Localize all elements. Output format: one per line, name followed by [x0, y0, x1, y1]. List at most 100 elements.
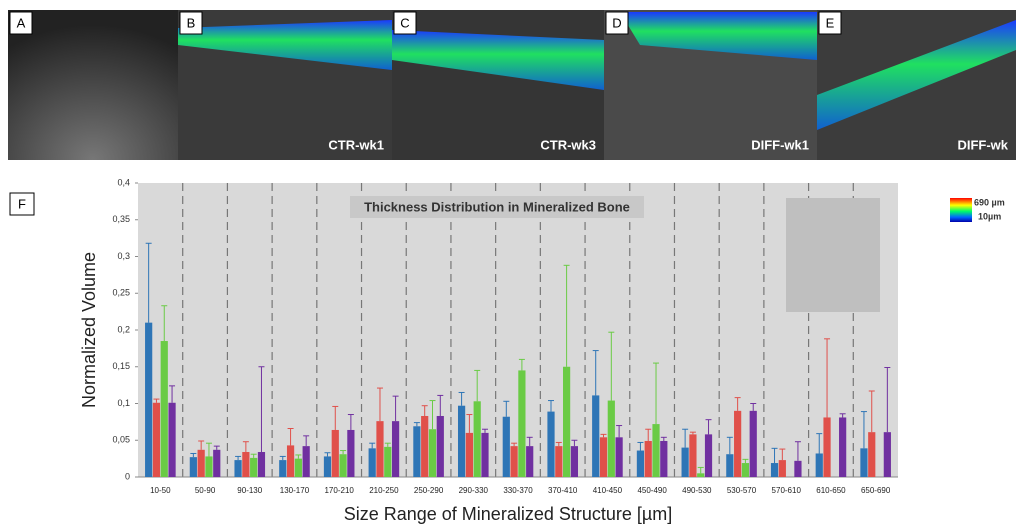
- bar: [571, 446, 578, 477]
- colorbar: [950, 198, 972, 222]
- bar: [660, 441, 667, 477]
- bar: [771, 463, 778, 477]
- x-tick-label: 450-490: [637, 486, 667, 495]
- bar: [652, 424, 659, 477]
- bar: [145, 323, 152, 477]
- y-tick-label: 0,2: [117, 324, 130, 334]
- y-tick-label: 0,35: [112, 214, 130, 224]
- bar: [437, 416, 444, 477]
- x-axis-label: Size Range of Mineralized Structure [µm]: [344, 504, 673, 524]
- plot-area: [138, 183, 898, 477]
- legend-box: [786, 198, 880, 312]
- x-tick-label: 410-450: [593, 486, 623, 495]
- x-tick-label: 490-530: [682, 486, 712, 495]
- bar: [503, 417, 510, 477]
- x-tick-label: 610-650: [816, 486, 846, 495]
- bar: [794, 461, 801, 477]
- panel-image: [8, 10, 178, 160]
- bar: [645, 441, 652, 477]
- bar: [413, 426, 420, 477]
- x-tick-label: 290-330: [459, 486, 489, 495]
- bar: [816, 453, 823, 477]
- bar: [421, 416, 428, 477]
- bar: [779, 460, 786, 477]
- bar: [839, 417, 846, 477]
- bar: [234, 460, 241, 477]
- bar: [726, 454, 733, 477]
- bar: [750, 411, 757, 477]
- bar: [392, 421, 399, 477]
- x-tick-label: 50-90: [195, 486, 216, 495]
- y-tick-label: 0,15: [112, 361, 130, 371]
- bar: [295, 459, 302, 477]
- panel-caption: DIFF-wk: [957, 137, 1008, 152]
- bar: [458, 406, 465, 477]
- bar: [332, 430, 339, 477]
- x-tick-label: 10-50: [150, 486, 171, 495]
- chart-title: Thickness Distribution in Mineralized Bo…: [364, 199, 630, 214]
- x-tick-label: 530-570: [727, 486, 757, 495]
- x-tick-label: 570-610: [772, 486, 802, 495]
- x-tick-label: 130-170: [280, 486, 310, 495]
- bar: [287, 445, 294, 477]
- y-tick-label: 0,05: [112, 435, 130, 445]
- bar: [242, 452, 249, 477]
- figure: A B CTR-wk1 C CTR-wk3 D DIFF-wk1 E DIFF-wk 0 0,05…: [0, 0, 1016, 528]
- bar: [153, 403, 160, 477]
- bar: [526, 446, 533, 477]
- bar: [429, 429, 436, 477]
- panel-label: A: [17, 15, 26, 30]
- bar: [823, 417, 830, 477]
- y-axis-label: Normalized Volume: [79, 252, 99, 408]
- panel-caption: CTR-wk1: [328, 137, 384, 152]
- x-tick-label: 330-370: [503, 486, 533, 495]
- bar: [303, 446, 310, 477]
- bar: [637, 451, 644, 477]
- x-tick-label: 250-290: [414, 486, 444, 495]
- bar: [734, 411, 741, 477]
- bar: [466, 433, 473, 477]
- panel-caption: CTR-wk3: [540, 137, 596, 152]
- bar: [339, 454, 346, 477]
- panel-label: B: [187, 15, 196, 30]
- x-tick-label: 210-250: [369, 486, 399, 495]
- bar: [213, 450, 220, 477]
- bar: [563, 367, 570, 477]
- bar: [697, 473, 704, 477]
- bar: [481, 433, 488, 477]
- bar: [547, 412, 554, 477]
- panel-label: C: [400, 15, 409, 30]
- y-tick-label: 0: [125, 471, 130, 481]
- bar: [884, 432, 891, 477]
- bar: [279, 460, 286, 477]
- chart-label: F: [18, 196, 26, 211]
- bar: [682, 448, 689, 477]
- panel-label: E: [826, 15, 835, 30]
- bar: [616, 437, 623, 477]
- bar: [592, 395, 599, 477]
- bar: [555, 446, 562, 477]
- y-tick-label: 0,3: [117, 251, 130, 261]
- image-strip: [8, 10, 1016, 160]
- bar: [868, 432, 875, 477]
- bar: [742, 463, 749, 477]
- bar: [384, 447, 391, 477]
- bar: [518, 370, 525, 477]
- bar: [511, 446, 518, 477]
- y-tick-label: 0,4: [117, 177, 130, 187]
- bar: [168, 403, 175, 477]
- bar: [474, 401, 481, 477]
- bar: [689, 434, 696, 477]
- bar: [369, 448, 376, 477]
- bar: [608, 401, 615, 477]
- bar: [347, 430, 354, 477]
- panel-label: D: [612, 15, 621, 30]
- bar: [860, 448, 867, 477]
- panel-caption: DIFF-wk1: [751, 137, 809, 152]
- bar: [376, 421, 383, 477]
- bar: [190, 457, 197, 477]
- colorbar-min: 10µm: [978, 211, 1001, 221]
- x-tick-label: 370-410: [548, 486, 578, 495]
- bar: [258, 452, 265, 477]
- x-tick-label: 90-130: [237, 486, 262, 495]
